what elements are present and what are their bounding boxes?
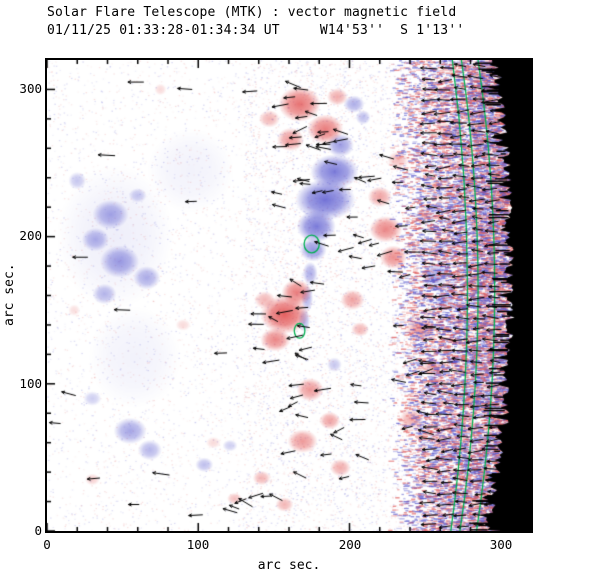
x-tick-label: 200 bbox=[338, 537, 362, 552]
y-tick-label: 100 bbox=[19, 376, 42, 391]
magnetogram-canvas bbox=[47, 60, 531, 531]
plot-area bbox=[45, 58, 533, 533]
x-tick-label: 0 bbox=[43, 537, 51, 552]
y-tick-label: 0 bbox=[34, 523, 42, 538]
x-tick-label: 300 bbox=[489, 537, 513, 552]
y-tick-label: 200 bbox=[19, 228, 42, 243]
plot-subtitle: 01/11/25 01:33:28-01:34:34 UT W14'53'' S… bbox=[47, 23, 465, 38]
x-axis-label: arc sec. bbox=[257, 558, 321, 573]
y-axis-label: arc sec. bbox=[2, 263, 17, 327]
x-tick-label: 100 bbox=[186, 537, 210, 552]
plot-title: Solar Flare Telescope (MTK) : vector mag… bbox=[47, 5, 457, 20]
y-tick-label: 300 bbox=[19, 81, 42, 96]
